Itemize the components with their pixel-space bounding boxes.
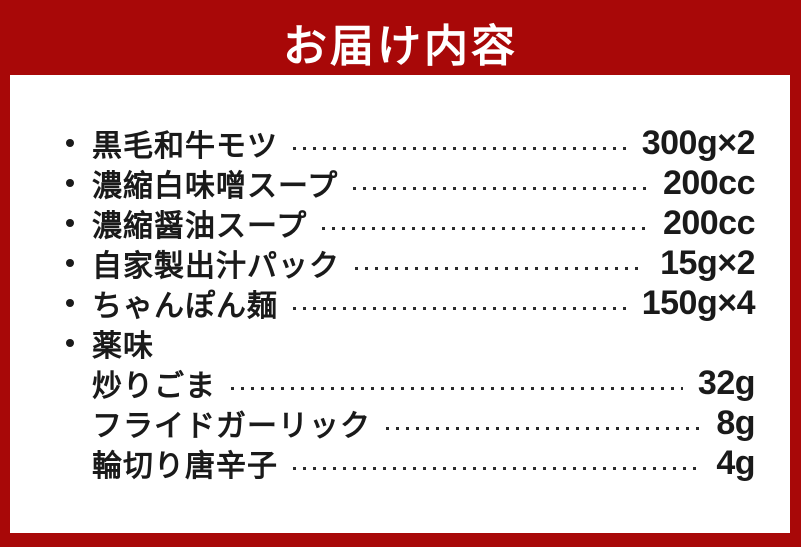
item-label: 自家製出汁パック: [92, 250, 340, 283]
dotted-leader: [355, 266, 646, 270]
contents-list: 黒毛和牛モツ 300g×2 濃縮白味噌スープ 200cc 濃縮醤油スープ 200…: [10, 75, 790, 484]
item-label: 濃縮白味噌スープ: [92, 170, 339, 203]
item-quantity: 200cc: [662, 163, 756, 202]
bullet-icon: [56, 339, 92, 347]
item-quantity: 4g: [716, 443, 755, 482]
bullet-icon: [56, 139, 92, 147]
item-quantity: 8g: [716, 403, 755, 442]
list-item: 濃縮白味噌スープ 200cc: [56, 163, 756, 204]
item-label: 濃縮醤油スープ: [92, 210, 308, 243]
list-item: ちゃんぽん麺 150g×4: [56, 283, 756, 324]
item-label: 薬味: [92, 330, 154, 363]
item-quantity: 150g×4: [641, 283, 756, 322]
panel-title: お届け内容: [283, 21, 518, 71]
dotted-leader: [231, 386, 683, 390]
item-label: 輪切り唐辛子: [92, 450, 278, 483]
item-label: 炒りごま: [92, 370, 216, 403]
item-quantity: 300g×2: [641, 123, 756, 162]
item-label: フライドガーリック: [92, 410, 371, 443]
list-item: 輪切り唐辛子 4g: [56, 443, 755, 484]
bullet-icon: [56, 299, 92, 307]
dotted-leader: [322, 226, 648, 230]
list-item: 自家製出汁パック 15g×2: [56, 243, 755, 284]
dotted-leader: [293, 466, 702, 470]
panel-header: お届け内容: [0, 0, 801, 75]
item-quantity: 200cc: [662, 203, 756, 242]
list-item: 黒毛和牛モツ 300g×2: [56, 123, 756, 164]
list-item: 炒りごま 32g: [56, 363, 756, 404]
item-label: 黒毛和牛モツ: [92, 130, 278, 163]
bullet-icon: [56, 259, 92, 267]
list-item: フライドガーリック 8g: [56, 403, 755, 444]
item-label: ちゃんぽん麺: [92, 290, 278, 323]
bullet-icon: [56, 219, 92, 227]
list-item: 薬味: [56, 323, 755, 363]
item-quantity: 32g: [697, 363, 756, 402]
dotted-leader: [353, 186, 648, 190]
dotted-leader: [293, 146, 627, 150]
item-quantity: 15g×2: [660, 243, 755, 282]
dotted-leader: [293, 306, 627, 310]
list-item: 濃縮醤油スープ 200cc: [56, 203, 756, 244]
bullet-icon: [56, 179, 92, 187]
dotted-leader: [386, 426, 702, 430]
